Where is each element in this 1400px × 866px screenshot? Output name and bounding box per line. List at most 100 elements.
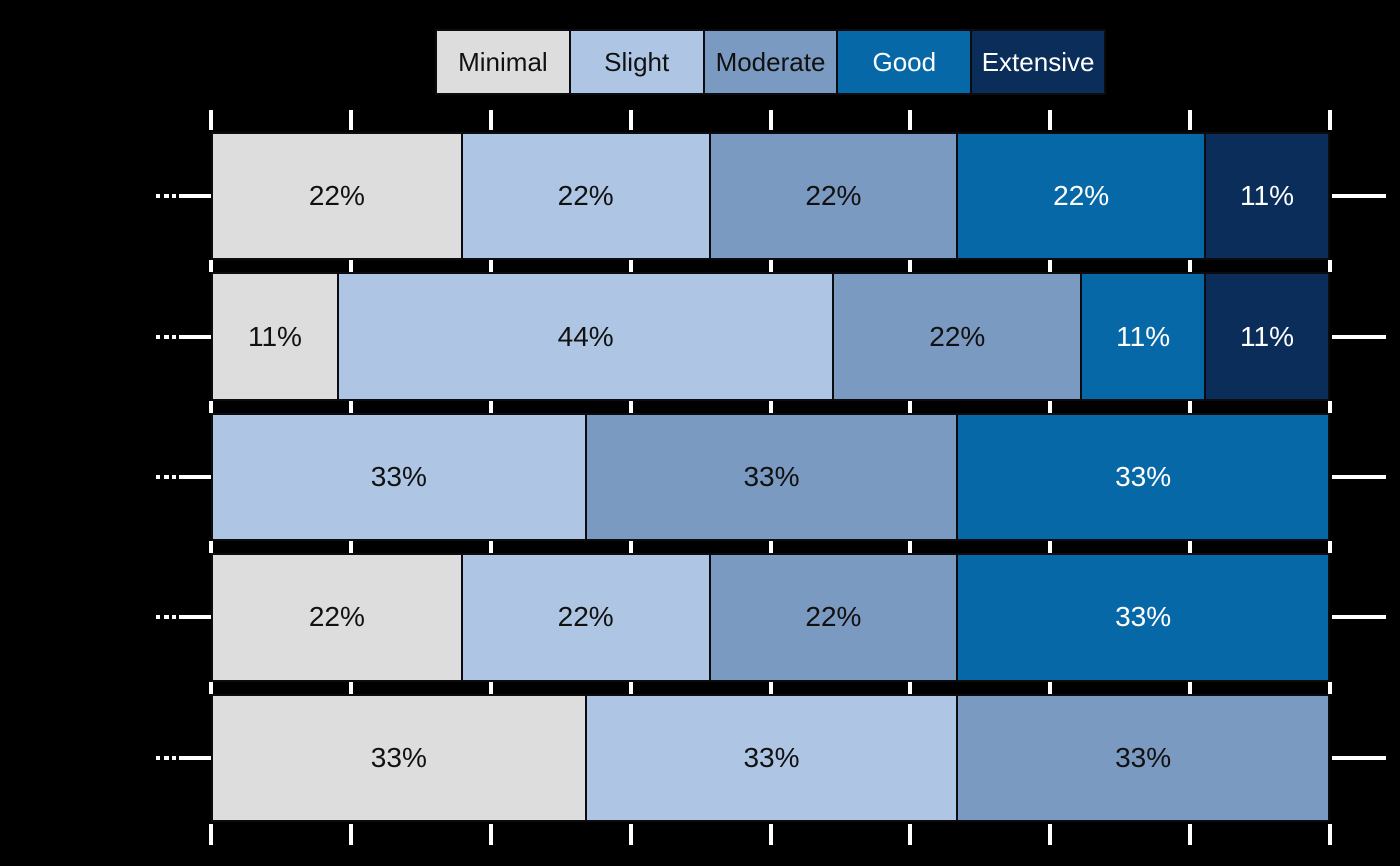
segment-label: 22%: [308, 180, 365, 212]
bar-segment-moderate: 22%: [708, 555, 957, 680]
segment-label: 33%: [1115, 741, 1172, 773]
bar-segment-slight: 33%: [584, 695, 957, 820]
bar-row-4: 22% 22% 22% 33%: [211, 553, 1330, 682]
bar-segment-minimal: 11%: [213, 274, 337, 399]
legend-item-moderate: Moderate: [702, 29, 839, 95]
x-axis-tick-bottom: [209, 824, 213, 845]
y-axis-tick-right: [1332, 334, 1386, 339]
legend-label: Slight: [604, 47, 670, 77]
segment-label: 33%: [743, 460, 800, 492]
x-axis-tick-bottom: [628, 824, 633, 845]
y-axis-tick-right: [1332, 755, 1386, 760]
gridline-dash: [908, 541, 913, 554]
bar-segment-good: 33%: [956, 414, 1328, 540]
gridline-dash: [488, 400, 493, 413]
segment-label: 33%: [1115, 601, 1172, 633]
y-axis-tick-left: [156, 615, 211, 620]
bar-row-5: 33% 33% 33%: [211, 693, 1330, 822]
legend-label: Extensive: [981, 47, 1095, 77]
gridline-dash: [209, 260, 213, 273]
x-axis-tick-bottom: [1188, 824, 1193, 845]
bar-segment-good: 33%: [956, 555, 1328, 680]
segment-label: 33%: [370, 460, 427, 492]
x-axis-tick-top: [1048, 110, 1053, 130]
gridline-dash: [348, 541, 353, 554]
segment-label: 22%: [1053, 180, 1110, 212]
y-axis-tick-right: [1332, 615, 1386, 620]
y-axis-tick-left: [156, 755, 211, 760]
gridline-dash: [628, 681, 633, 694]
gridline-dash: [768, 681, 773, 694]
bar-row-1: 22% 22% 22% 22% 11%: [211, 132, 1330, 261]
gridline-dash: [209, 541, 213, 554]
x-axis-tick-bottom: [768, 824, 773, 845]
legend: Minimal Slight Moderate Good Extensive: [435, 29, 1106, 95]
bar-segment-minimal: 22%: [213, 134, 461, 259]
gridline-dash: [1328, 681, 1332, 694]
bar-segment-slight: 22%: [460, 555, 709, 680]
bar-segment-moderate: 22%: [832, 274, 1081, 399]
y-axis-tick-right: [1332, 194, 1386, 199]
gridline-dash: [348, 681, 353, 694]
x-axis-tick-bottom: [348, 824, 353, 845]
y-axis-tick-left: [156, 475, 211, 479]
x-axis-tick-top: [1188, 110, 1193, 130]
bar-row-3: 33% 33% 33%: [211, 412, 1330, 542]
bar-segment-slight: 22%: [460, 134, 709, 259]
legend-item-minimal: Minimal: [435, 29, 571, 95]
gridline-dash: [1188, 260, 1193, 273]
gridline-dash: [1188, 681, 1193, 694]
bar-segment-extensive: 11%: [1204, 134, 1328, 259]
segment-label: 22%: [805, 180, 862, 212]
x-axis-tick-top: [348, 110, 353, 130]
gridline-dash: [628, 400, 633, 413]
segment-label: 22%: [308, 601, 365, 633]
gridline-dash: [488, 681, 493, 694]
segment-label: 33%: [370, 741, 427, 773]
x-axis-tick-top: [488, 110, 493, 130]
gridline-dash: [768, 260, 773, 273]
legend-item-slight: Slight: [568, 29, 705, 95]
bar-segment-slight: 33%: [213, 414, 585, 540]
bar-segment-good: 22%: [956, 134, 1205, 259]
gridline-dash: [1048, 400, 1053, 413]
gridline-dash: [1328, 400, 1332, 413]
gridline-dash: [1048, 681, 1053, 694]
legend-label: Moderate: [715, 47, 826, 77]
segment-label: 22%: [557, 601, 614, 633]
x-axis-tick-bottom: [1048, 824, 1053, 845]
bar-segment-minimal: 33%: [213, 695, 585, 820]
y-axis-tick-right: [1332, 475, 1386, 479]
segment-label: 33%: [743, 741, 800, 773]
gridline-dash: [348, 400, 353, 413]
legend-item-extensive: Extensive: [970, 29, 1106, 95]
gridline-dash: [768, 541, 773, 554]
segment-label: 44%: [557, 320, 614, 352]
gridline-dash: [1188, 400, 1193, 413]
gridline-dash: [1188, 541, 1193, 554]
bar-segment-minimal: 22%: [213, 555, 461, 680]
gridline-dash: [1328, 541, 1332, 554]
gridline-dash: [209, 400, 213, 413]
bar-segment-moderate: 33%: [584, 414, 957, 540]
segment-label: 22%: [557, 180, 614, 212]
x-axis-tick-bottom: [908, 824, 913, 845]
gridline-dash: [768, 400, 773, 413]
legend-label: Minimal: [458, 47, 548, 77]
segment-label: 11%: [1240, 180, 1294, 212]
x-axis-tick-top: [768, 110, 773, 130]
x-axis-tick-top: [209, 110, 213, 130]
legend-label: Good: [872, 47, 937, 77]
gridline-dash: [908, 681, 913, 694]
legend-item-good: Good: [836, 29, 973, 95]
segment-label: 22%: [929, 320, 986, 352]
x-axis-tick-bottom: [488, 824, 493, 845]
x-axis-tick-top: [908, 110, 913, 130]
gridline-dash: [1048, 260, 1053, 273]
gridline-dash: [628, 260, 633, 273]
gridline-dash: [348, 260, 353, 273]
segment-label: 33%: [1115, 460, 1172, 492]
gridline-dash: [1328, 260, 1332, 273]
plot-area: 22% 22% 22% 22% 11% 11% 44% 22% 11% 11% 33% 33% 33% 2…: [211, 132, 1330, 822]
